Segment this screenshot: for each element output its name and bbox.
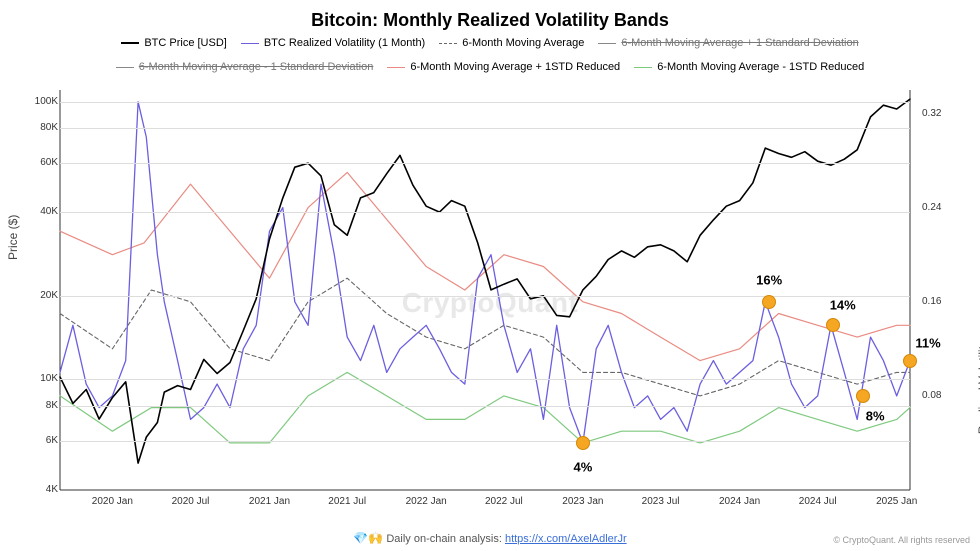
annotation-label: 16% [756,272,782,287]
legend-swatch [598,43,616,44]
ytick-right: 0.32 [922,108,954,119]
xtick: 2023 Jul [642,496,680,507]
xtick: 2025 Jan [876,496,917,507]
legend-item-ma_m1: 6-Month Moving Average - 1 Standard Devi… [116,60,374,74]
xtick: 2022 Jul [485,496,523,507]
xtick: 2024 Jul [799,496,837,507]
footer-emoji: 💎🙌 [353,531,383,545]
annotation-label: 4% [573,459,592,474]
chart-container: Bitcoin: Monthly Realized Volatility Ban… [0,0,980,551]
ytick-left: 6K [28,435,58,446]
annotation-label: 8% [866,408,885,423]
legend-item-ma_m1r: 6-Month Moving Average - 1STD Reduced [634,60,864,74]
ytick-left: 20K [28,290,58,301]
annotation-marker [856,389,870,403]
legend: BTC Price [USD] BTC Realized Volatility (… [0,36,980,74]
xtick: 2020 Jan [92,496,133,507]
xtick: 2020 Jul [172,496,210,507]
chart-title: Bitcoin: Monthly Realized Volatility Ban… [0,10,980,31]
legend-swatch [387,67,405,68]
gridline [60,163,910,164]
ytick-right: 0.24 [922,202,954,213]
legend-swatch [241,43,259,44]
legend-swatch [116,67,134,68]
legend-swatch [121,42,139,44]
legend-item-price: BTC Price [USD] [121,36,227,50]
legend-label: 6-Month Moving Average + 1STD Reduced [410,60,620,74]
ytick-left: 8K [28,400,58,411]
annotation-label: 14% [830,298,856,313]
xtick: 2021 Jul [328,496,366,507]
legend-label: 6-Month Moving Average [462,36,584,50]
gridline [60,441,910,442]
gridline [60,296,910,297]
xtick: 2023 Jan [562,496,603,507]
y-axis-left-label: Price ($) [6,215,20,260]
gridline [60,128,910,129]
annotation-marker [826,318,840,332]
ytick-left: 60K [28,157,58,168]
xtick: 2024 Jan [719,496,760,507]
legend-swatch [439,43,457,44]
legend-item-ma_p1: 6-Month Moving Average + 1 Standard Devi… [598,36,858,50]
ytick-left: 80K [28,122,58,133]
legend-item-rv: BTC Realized Volatility (1 Month) [241,36,425,50]
gridline [60,406,910,407]
ytick-left: 4K [28,484,58,495]
annotation-marker [903,354,917,368]
footer-link[interactable]: https://x.com/AxelAdlerJr [505,533,627,545]
footer-text: Daily on-chain analysis: [386,533,502,545]
legend-label: BTC Price [USD] [144,36,227,50]
xtick: 2021 Jan [249,496,290,507]
copyright: © CryptoQuant. All rights reserved [833,535,970,545]
ytick-left: 40K [28,206,58,217]
plot-svg [60,90,910,490]
legend-label: 6-Month Moving Average - 1STD Reduced [657,60,864,74]
gridline [60,102,910,103]
annotation-label: 11% [915,335,940,350]
annotation-marker [762,295,776,309]
ytick-left: 100K [28,96,58,107]
legend-swatch [634,67,652,68]
legend-label: 6-Month Moving Average - 1 Standard Devi… [139,60,374,74]
ytick-right: 0.08 [922,390,954,401]
legend-item-ma_p1r: 6-Month Moving Average + 1STD Reduced [387,60,620,74]
gridline [60,212,910,213]
ytick-left: 10K [28,373,58,384]
annotation-marker [576,436,590,450]
xtick: 2022 Jan [406,496,447,507]
legend-label: 6-Month Moving Average + 1 Standard Devi… [621,36,858,50]
gridline [60,379,910,380]
y-axis-right-label: Realized Volatility [976,340,980,434]
legend-label: BTC Realized Volatility (1 Month) [264,36,425,50]
legend-item-ma: 6-Month Moving Average [439,36,584,50]
plot-area [60,90,910,490]
ytick-right: 0.16 [922,296,954,307]
